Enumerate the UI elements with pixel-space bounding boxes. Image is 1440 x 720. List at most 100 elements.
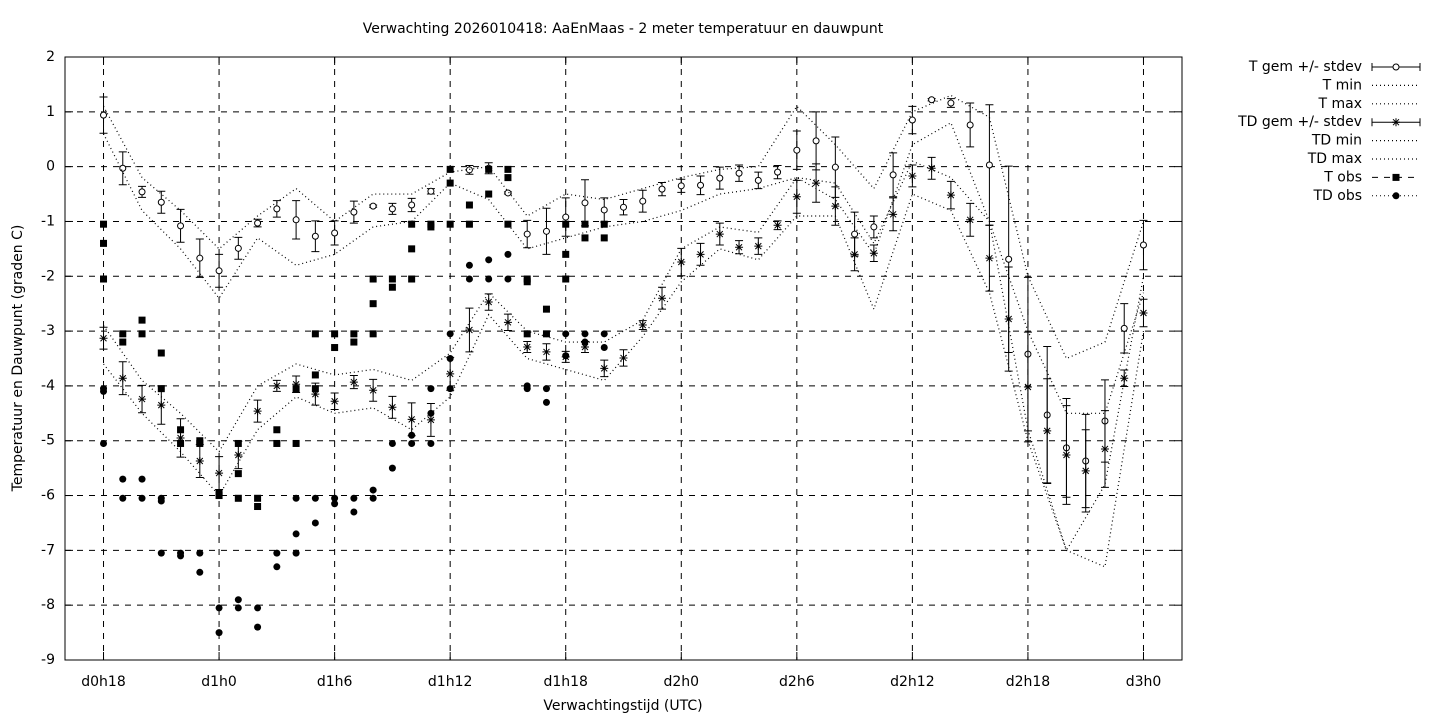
x-tick-label: d2h18 (1006, 674, 1050, 690)
marker (850, 250, 859, 259)
marker (253, 407, 262, 416)
marker (870, 223, 878, 231)
y-tick-label: 1 (46, 104, 55, 120)
marker (946, 191, 955, 200)
marker (427, 385, 435, 393)
marker (465, 201, 473, 209)
marker (311, 330, 319, 338)
marker (485, 275, 493, 283)
legend-label: T gem +/- stdev (1248, 59, 1362, 75)
marker (831, 202, 840, 211)
y-tick-label: -8 (41, 597, 55, 613)
y-tick-label: -3 (41, 323, 55, 339)
marker (754, 176, 762, 184)
x-tick-label: d1h6 (317, 674, 353, 690)
marker (446, 369, 455, 378)
marker (465, 261, 473, 269)
marker (196, 549, 204, 557)
series-line (103, 193, 1145, 568)
marker (388, 403, 397, 412)
legend-label: T obs (1323, 169, 1362, 185)
marker (562, 330, 570, 338)
marker (620, 203, 627, 211)
marker (138, 188, 146, 196)
marker (427, 187, 435, 195)
marker (716, 174, 724, 182)
y-tick-label: -6 (41, 488, 55, 504)
legend-label: T max (1317, 96, 1362, 112)
marker (1139, 309, 1148, 318)
marker (581, 234, 589, 242)
marker (100, 439, 108, 447)
marker (215, 492, 223, 500)
marker (254, 494, 262, 502)
marker (465, 220, 473, 228)
marker (177, 439, 185, 447)
marker (234, 596, 242, 604)
marker (100, 239, 108, 247)
marker (985, 161, 993, 169)
marker (292, 380, 301, 389)
marker (330, 397, 339, 406)
marker (100, 220, 108, 228)
marker (446, 165, 454, 173)
y-tick-label: -4 (41, 378, 55, 394)
marker (446, 220, 454, 228)
marker (234, 439, 242, 447)
marker (254, 623, 262, 631)
marker (792, 192, 801, 201)
plot-frame (64, 56, 1183, 661)
marker (119, 494, 127, 502)
marker (215, 604, 223, 612)
marker (119, 475, 127, 483)
marker (350, 208, 358, 216)
marker (196, 439, 204, 447)
marker (542, 398, 550, 406)
marker (157, 385, 165, 393)
marker (273, 439, 281, 447)
marker (465, 325, 474, 334)
marker (408, 439, 416, 447)
marker (504, 174, 512, 182)
marker (388, 205, 396, 213)
legend-marker (1392, 192, 1400, 200)
x-tick-label: d3h0 (1126, 674, 1162, 690)
marker (1062, 450, 1071, 459)
marker (485, 256, 493, 264)
marker (1005, 255, 1013, 263)
marker (542, 330, 550, 338)
marker (542, 305, 550, 313)
marker (1100, 444, 1109, 453)
marker (581, 220, 589, 228)
marker (504, 165, 512, 173)
marker (812, 179, 821, 188)
marker (1120, 324, 1128, 332)
marker (408, 201, 416, 209)
marker (638, 321, 647, 330)
x-tick-label: d0h18 (81, 674, 125, 690)
marker (562, 220, 570, 228)
marker (407, 415, 416, 424)
y-axis-label: Temperatuur en Dauwpunt (graden C) (10, 225, 26, 493)
marker (138, 316, 146, 324)
marker (542, 227, 550, 235)
marker (908, 171, 917, 180)
marker (292, 216, 300, 224)
marker (812, 137, 820, 145)
x-axis-label: Verwachtingstijd (UTC) (543, 698, 702, 714)
marker (273, 549, 281, 557)
marker (100, 387, 108, 395)
marker (928, 96, 936, 104)
legend-label: T min (1322, 77, 1362, 93)
marker (485, 165, 493, 173)
marker (100, 111, 108, 119)
marker (1023, 383, 1032, 392)
marker (889, 210, 898, 219)
y-tick-label: -2 (41, 268, 55, 284)
marker (889, 171, 897, 179)
marker (215, 469, 224, 478)
marker (697, 181, 705, 189)
marker (349, 378, 358, 387)
legend-label: TD obs (1312, 188, 1362, 204)
marker (966, 215, 975, 224)
